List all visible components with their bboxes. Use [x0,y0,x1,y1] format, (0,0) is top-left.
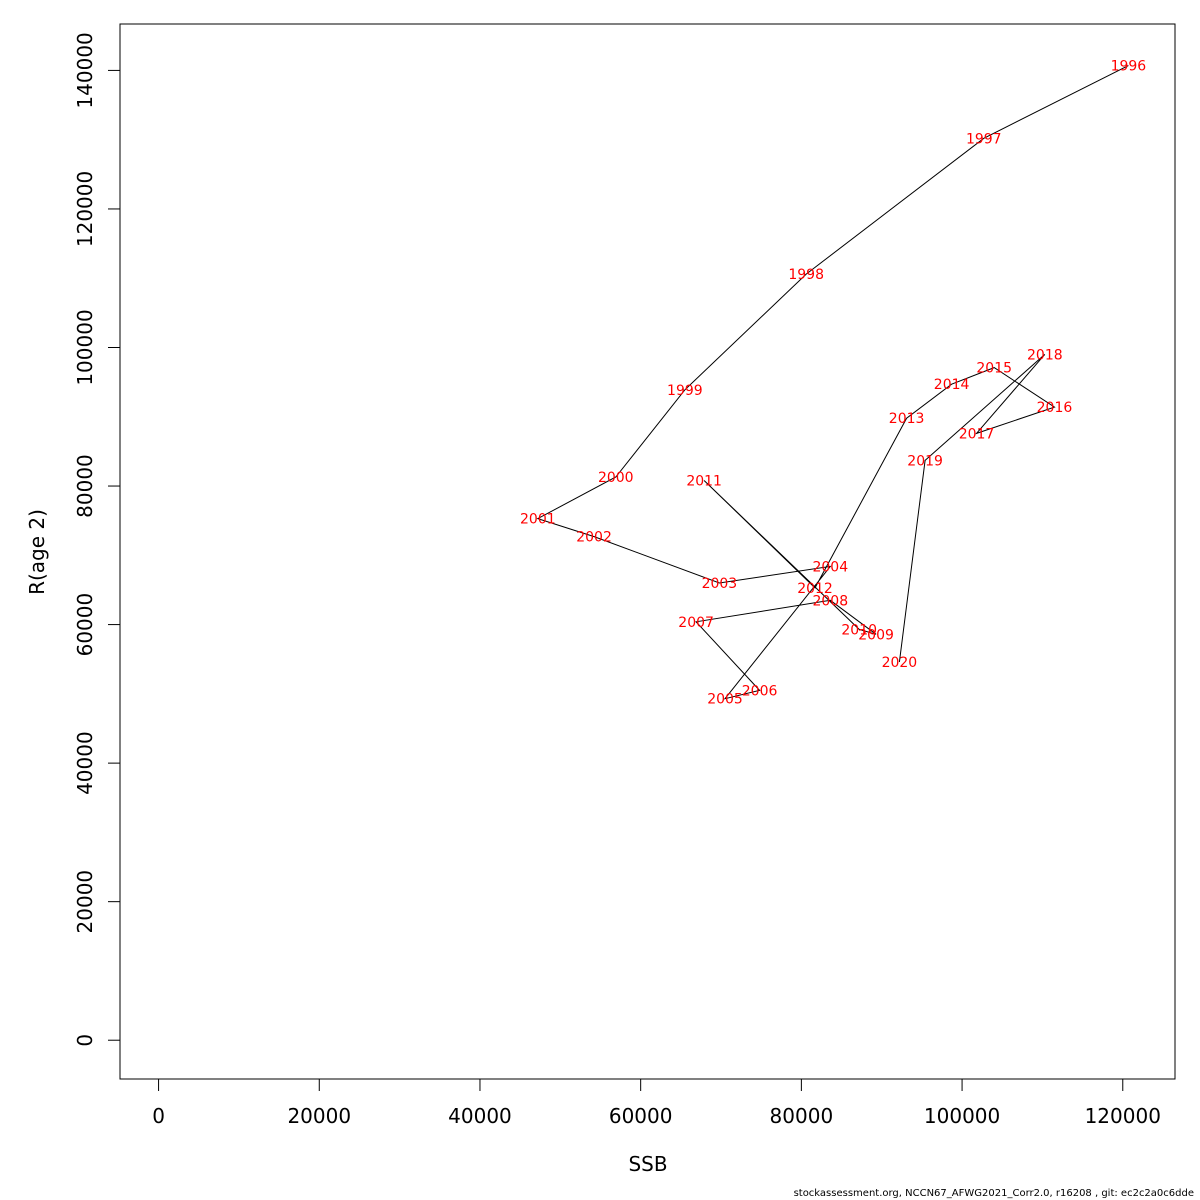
y-tick-label: 140000 [73,32,97,108]
point-label-2011: 2011 [686,473,722,489]
x-tick-label: 20000 [287,1104,351,1128]
point-label-2009: 2009 [858,627,894,643]
point-label-2012: 2012 [797,581,833,597]
x-tick-label: 60000 [609,1104,673,1128]
point-label-2000: 2000 [598,470,634,486]
y-axis-title: R(age 2) [25,509,49,595]
y-tick-label: 80000 [73,454,97,518]
point-label-2006: 2006 [742,683,778,699]
year-labels: 1996 1997 1998 1999 2000 2001 2002 2003 2004 2005… [520,59,1146,708]
y-tick-label: 40000 [73,731,97,795]
y-tick-label: 100000 [73,309,97,385]
y-tick-label: 0 [73,1034,97,1047]
point-label-2002: 2002 [576,530,612,546]
point-label-2010: 2010 [841,622,877,638]
point-label-2004: 2004 [812,559,848,575]
x-tick-label: 80000 [770,1104,834,1128]
series-line [536,65,1129,700]
point-label-1999: 1999 [667,383,703,399]
plot-frame [119,23,1176,1080]
point-label-2020: 2020 [882,655,918,671]
y-axis: 0 20000 40000 60000 80000 100000 120000 140000 [73,32,121,1047]
x-tick-label: 100000 [924,1104,1000,1128]
x-tick-label: 120000 [1085,1104,1161,1128]
x-tick-label: 0 [152,1104,165,1128]
point-label-2001: 2001 [520,512,556,528]
footer-credit: stockassessment.org, NCCN67_AFWG2021_Cor… [793,1188,1194,1199]
point-label-2013: 2013 [889,411,925,427]
point-label-2005: 2005 [707,692,743,708]
point-label-1996: 1996 [1111,59,1147,75]
point-label-1997: 1997 [966,131,1002,147]
y-tick-label: 20000 [73,870,97,934]
point-label-2014: 2014 [934,377,970,393]
point-label-2019: 2019 [907,453,943,469]
point-label-2018: 2018 [1027,347,1063,363]
y-tick-label: 60000 [73,593,97,657]
point-label-1998: 1998 [788,267,824,283]
x-axis: 0 20000 40000 60000 80000 100000 120000 [152,1078,1161,1128]
point-label-2003: 2003 [702,576,738,592]
point-label-2015: 2015 [976,361,1012,377]
point-label-2007: 2007 [678,615,714,631]
y-tick-label: 120000 [73,171,97,247]
x-tick-label: 40000 [448,1104,512,1128]
x-axis-title: SSB [628,1152,667,1176]
point-label-2017: 2017 [959,426,995,442]
point-label-2016: 2016 [1037,400,1073,416]
point-label-2008: 2008 [812,593,848,609]
